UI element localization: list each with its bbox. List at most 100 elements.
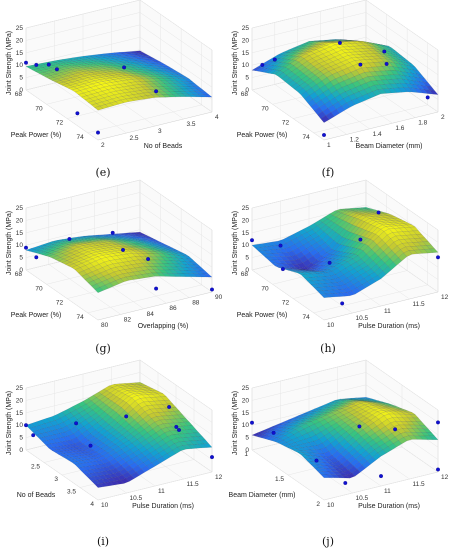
data-point — [382, 49, 387, 54]
y-tick-label: 2 — [441, 114, 445, 121]
y-gridline — [54, 21, 127, 134]
data-point — [210, 455, 214, 460]
y-axis-label: Beam Diameter (mm) — [356, 143, 423, 150]
data-point — [75, 111, 80, 116]
data-point — [124, 414, 129, 419]
z-axis-label: Joint Strength (MPa) — [232, 31, 239, 95]
z-tick-label: 10 — [242, 242, 250, 249]
data-point — [24, 60, 28, 65]
z-tick-label: 15 — [16, 230, 24, 237]
surface-facet — [94, 287, 104, 293]
data-point — [343, 481, 348, 485]
panel-label: (e) — [95, 166, 110, 179]
z-tick-label: 20 — [16, 397, 24, 404]
y-tick-label: 1.6 — [395, 125, 404, 132]
data-point — [436, 467, 440, 472]
y-tick-label: 1.2 — [350, 136, 359, 143]
data-point — [88, 443, 93, 448]
y-axis-label: No of Beads — [144, 143, 183, 150]
y-tick-label: 82 — [124, 316, 132, 323]
y-tick-label: 80 — [101, 322, 109, 329]
y-axis-label: Overlapping (%) — [138, 323, 189, 330]
data-point — [24, 423, 28, 428]
y-tick-label: 3.5 — [187, 121, 196, 128]
x-tick-label: 2 — [316, 501, 320, 508]
panel-label: (j) — [322, 535, 334, 548]
y-tick-label: 88 — [192, 300, 200, 307]
data-point — [54, 67, 59, 72]
data-point — [357, 424, 362, 429]
y-tick-label: 10.5 — [356, 315, 369, 322]
z-tick-label: 5 — [245, 75, 249, 82]
y-tick-label: 2.5 — [130, 135, 139, 142]
x-tick-label: 68 — [241, 91, 249, 98]
data-point — [154, 89, 159, 94]
z-tick-label: 0 — [19, 447, 23, 454]
y-axis-label: Pulse Duration (ms) — [358, 503, 420, 510]
x-tick-label: 68 — [15, 271, 23, 278]
data-point — [271, 430, 276, 435]
x-tick-label: 74 — [76, 314, 84, 321]
data-point — [314, 458, 319, 463]
z-axis-label: Joint Strength (MPa) — [6, 211, 13, 275]
surface-facet — [94, 483, 104, 488]
data-point — [67, 237, 72, 241]
surface-facet — [320, 474, 330, 478]
data-point — [122, 65, 127, 70]
z-axis-label: Joint Strength (MPa) — [6, 391, 13, 455]
z-tick-label: 0 — [19, 87, 23, 94]
y-gridline — [25, 28, 99, 141]
x-tick-label: 4 — [90, 501, 94, 508]
data-point — [34, 255, 39, 260]
y-tick-label: 10 — [327, 322, 335, 329]
y-axis-label: Pulse Duration (ms) — [132, 503, 194, 510]
z-tick-label: 20 — [242, 397, 250, 404]
data-point — [278, 243, 283, 248]
z-tick-label: 25 — [16, 25, 24, 32]
x-tick-label: 70 — [35, 105, 43, 112]
y-gridline — [25, 388, 99, 501]
y-tick-label: 11.5 — [187, 481, 200, 488]
data-point — [74, 421, 79, 426]
z-tick-label: 5 — [245, 255, 249, 262]
panel-label: (i) — [97, 535, 109, 548]
y-tick-label: 11.5 — [413, 481, 426, 488]
z-tick-label: 10 — [242, 422, 250, 429]
data-point — [327, 260, 332, 265]
data-point — [121, 247, 125, 252]
z-tick-label: 25 — [16, 205, 24, 212]
z-tick-label: 15 — [242, 230, 250, 237]
surface-facet — [94, 106, 104, 111]
data-point — [425, 95, 430, 100]
z-tick-label: 10 — [16, 422, 24, 429]
y-axis-label: Pulse Duration (ms) — [358, 323, 420, 330]
y-gridline — [251, 208, 325, 321]
data-point — [210, 287, 214, 292]
y-tick-label: 1.8 — [418, 120, 427, 127]
data-point — [24, 245, 28, 250]
x-tick-label: 70 — [261, 105, 269, 112]
y-tick-label: 11 — [158, 488, 165, 495]
surface — [25, 232, 213, 293]
data-point — [384, 61, 389, 66]
z-tick-label: 5 — [19, 255, 23, 262]
data-point — [177, 428, 181, 432]
data-point — [260, 62, 265, 67]
z-tick-label: 0 — [245, 87, 249, 94]
z-tick-label: 25 — [242, 205, 250, 212]
y-gridline — [251, 28, 325, 141]
z-tick-label: 5 — [245, 435, 249, 442]
y-tick-label: 90 — [215, 294, 223, 301]
x-tick-label: 2.5 — [31, 464, 40, 471]
z-tick-label: 10 — [16, 242, 24, 249]
z-tick-label: 25 — [16, 385, 24, 392]
x-tick-label: 68 — [241, 271, 249, 278]
z-tick-label: 20 — [242, 217, 250, 224]
data-point — [358, 237, 363, 242]
y-tick-label: 10 — [327, 502, 335, 509]
x-tick-label: 3.5 — [67, 489, 76, 496]
y-tick-label: 11 — [384, 308, 391, 315]
data-point — [174, 424, 179, 429]
z-tick-label: 10 — [242, 62, 250, 69]
x-tick-label: 74 — [302, 314, 310, 321]
